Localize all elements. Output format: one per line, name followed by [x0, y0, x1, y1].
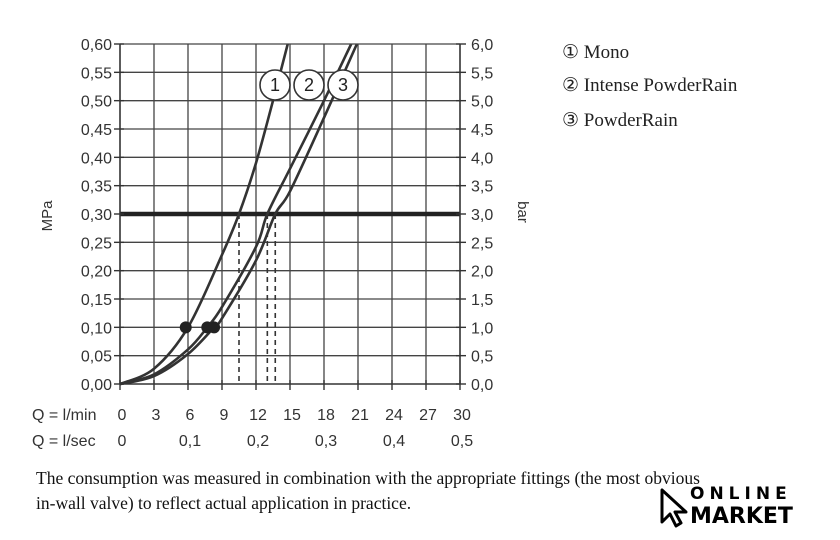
series-marker-3	[208, 321, 221, 334]
cursor-arrow-icon	[660, 488, 688, 528]
x-tick-label: 27	[419, 407, 437, 424]
caption-line-2: in-wall valve) to reflect actual applica…	[36, 493, 412, 513]
y2-tick-label: 6,0	[471, 37, 493, 54]
x-tick-label: 24	[385, 407, 403, 424]
y2-tick-label: 3,0	[471, 207, 493, 224]
series-line-2	[119, 43, 353, 386]
x2-tick-label: 0,3	[315, 433, 337, 450]
y-tick-label: 0,05	[81, 349, 112, 366]
y2-tick-label: 0,0	[471, 377, 493, 394]
caption-line-1: The consumption was measured in combinat…	[36, 468, 700, 488]
logo-text-market: MARKET	[690, 504, 793, 529]
y2-tick-label: 1,5	[471, 292, 493, 309]
x-tick-label: 0	[118, 407, 127, 424]
x-ticks-lsec: 0 0,1 0,2 0,3 0,4 0,5	[118, 433, 474, 450]
x-tick-label: 21	[351, 407, 369, 424]
y-axis-title-mpa: MPa	[39, 200, 56, 232]
x-tick-label: 3	[152, 407, 161, 424]
series-marker-1	[179, 321, 192, 334]
flow-pressure-chart: 0,000,050,100,150,200,250,300,350,400,45…	[32, 37, 738, 450]
x-tick-label: 30	[453, 407, 471, 424]
x-tick-label: 18	[317, 407, 335, 424]
x2-tick-label: 0,4	[383, 433, 405, 450]
curve-tags: 1 2 3	[259, 69, 359, 101]
curve-tag-label-1: 1	[270, 75, 280, 95]
legend-item-powderrain: ③ PowderRain	[562, 110, 678, 131]
y-tick-label: 0,50	[81, 94, 112, 111]
curve-tag-circle-3	[327, 69, 359, 101]
y-tick-label: 0,60	[81, 37, 112, 54]
y-ticks-right: 0,0 0,5 1,0 1,5 2,0 2,5 3,0 3,5 4,0 4,5 5,0 5,5 6,0	[456, 37, 493, 394]
y2-tick-label: 1,0	[471, 320, 493, 337]
curve-tag-circle-1	[259, 69, 291, 101]
y2-tick-label: 4,5	[471, 122, 493, 139]
y-ticks-left: 0,00 0,05 0,10 0,15 0,20 0,25 0,30 0,35 0,40 0,45…	[81, 37, 124, 394]
legend-item-intense-powderrain: ② Intense PowderRain	[562, 75, 738, 96]
series-line-3	[119, 43, 359, 386]
y-tick-label: 0,25	[81, 235, 112, 252]
online-market-logo: ONLINE MARKET	[660, 484, 793, 530]
curve-tag-label-2: 2	[304, 75, 314, 95]
y2-tick-label: 5,5	[471, 65, 493, 82]
series-line-1	[119, 43, 289, 386]
dashed-guides	[238, 214, 277, 384]
legend: ① Mono ② Intense PowderRain ③ PowderRain	[562, 42, 738, 131]
x-tick-label: 9	[220, 407, 229, 424]
y-tick-label: 0,40	[81, 150, 112, 167]
y-tick-label: 0,20	[81, 264, 112, 281]
curve-tag-circle-2	[293, 69, 325, 101]
caption: The consumption was measured in combinat…	[36, 466, 826, 516]
y2-tick-label: 2,0	[471, 264, 493, 281]
legend-item-mono: ① Mono	[562, 42, 629, 63]
y2-tick-label: 4,0	[471, 150, 493, 167]
x-ticks-lmin: 0 3 6 9 12 15 18 21 24 27 30	[118, 380, 471, 424]
y2-tick-label: 2,5	[471, 235, 493, 252]
x2-tick-label: 0	[118, 433, 127, 450]
series-curves	[119, 43, 359, 386]
y-tick-label: 0,00	[81, 377, 112, 394]
y-tick-label: 0,15	[81, 292, 112, 309]
y2-tick-label: 3,5	[471, 179, 493, 196]
curve-tag-label-3: 3	[338, 75, 348, 95]
y-tick-label: 0,55	[81, 65, 112, 82]
x2-tick-label: 0,1	[179, 433, 201, 450]
y-tick-label: 0,10	[81, 320, 112, 337]
y2-tick-label: 0,5	[471, 349, 493, 366]
x-tick-label: 15	[283, 407, 301, 424]
x-axis-title-lmin: Q = l/min	[32, 407, 96, 424]
y-tick-label: 0,35	[81, 179, 112, 196]
series-markers	[179, 321, 221, 334]
x-axis-title-lsec: Q = l/sec	[32, 433, 96, 450]
y-axis-title-bar: bar	[514, 201, 531, 223]
x2-tick-label: 0,5	[451, 433, 473, 450]
y2-tick-label: 5,0	[471, 94, 493, 111]
y-tick-label: 0,30	[81, 207, 112, 224]
logo-text-online: ONLINE	[690, 484, 792, 504]
y-tick-label: 0,45	[81, 122, 112, 139]
x2-tick-label: 0,2	[247, 433, 269, 450]
x-tick-label: 12	[249, 407, 267, 424]
x-tick-label: 6	[186, 407, 195, 424]
